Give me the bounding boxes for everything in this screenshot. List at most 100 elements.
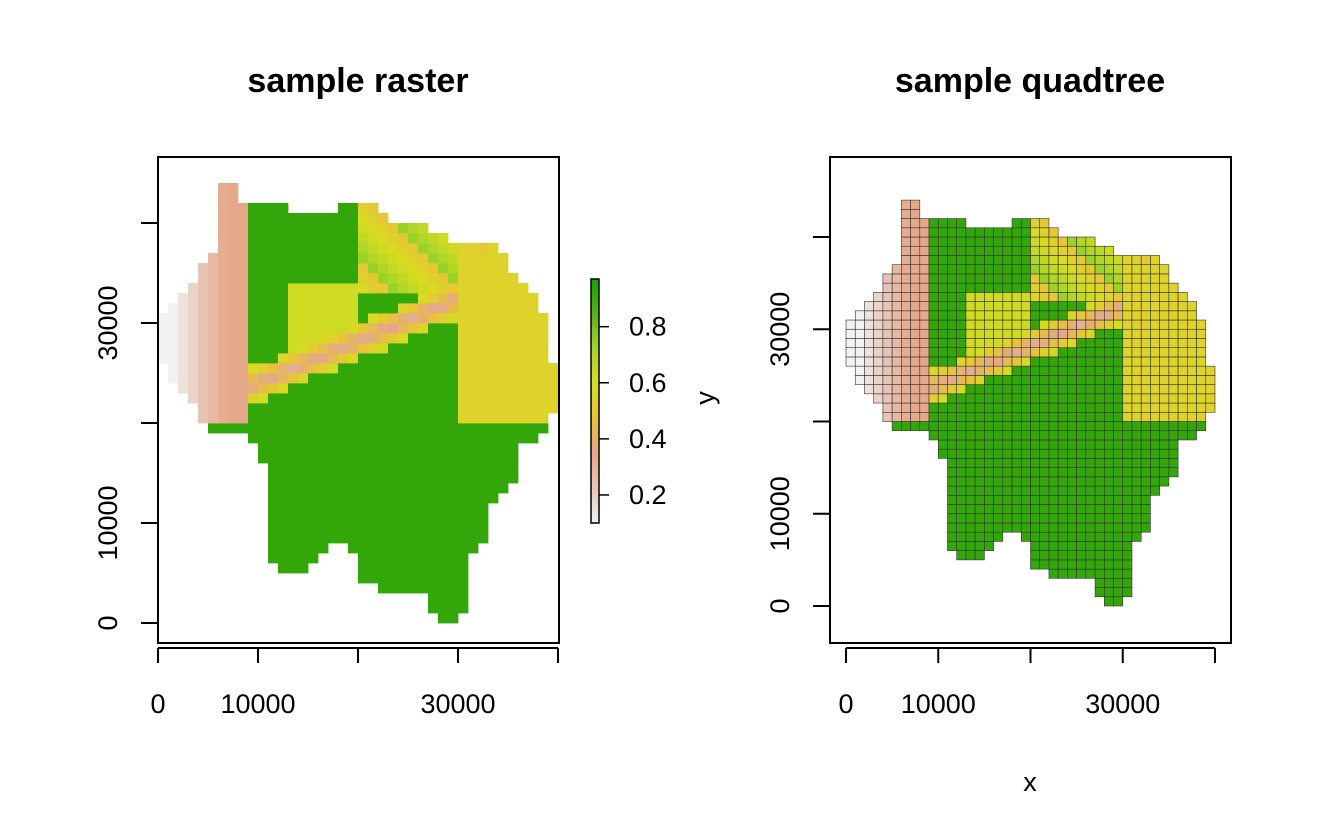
raster-cell: [498, 293, 509, 304]
raster-cell: [408, 403, 419, 414]
quadtree-cell: [974, 439, 985, 450]
raster-cell: [338, 233, 349, 244]
quadtree-cell: [956, 402, 967, 413]
raster-cell: [188, 383, 199, 394]
quadtree-cell: [1122, 356, 1133, 367]
quadtree-cell: [1002, 448, 1013, 459]
raster-cell: [328, 373, 339, 384]
raster-cell: [268, 253, 279, 264]
quadtree-cell: [919, 356, 930, 367]
quadtree-cell: [873, 328, 884, 339]
quadtree-cell: [1067, 504, 1077, 515]
raster-cell: [278, 303, 289, 314]
raster-cell: [408, 483, 419, 494]
raster-cell: [478, 513, 489, 524]
quadtree-cell: [1011, 319, 1022, 330]
quadtree-cell: [1067, 273, 1077, 284]
quadtree-cell: [1187, 328, 1197, 339]
quadtree-cell: [984, 439, 994, 450]
quadtree-cell: [1094, 365, 1105, 376]
quadtree-cell: [1159, 393, 1170, 404]
quadtree-cell: [1085, 541, 1096, 551]
quadtree-cell: [1085, 347, 1096, 358]
raster-cell: [288, 323, 299, 334]
raster-cell: [278, 363, 289, 374]
raster-cell: [168, 333, 179, 344]
quadtree-cell: [1002, 411, 1013, 422]
raster-cell: [348, 473, 359, 484]
raster-cell: [428, 593, 439, 604]
raster-cell: [438, 423, 449, 434]
quadtree-cell: [1076, 255, 1087, 265]
raster-cell: [338, 423, 349, 434]
quadtree-cell: [1085, 439, 1096, 450]
raster-cell: [428, 483, 439, 494]
colorbar-swatch: [591, 462, 599, 467]
quadtree-cell: [1067, 531, 1077, 542]
raster-cell: [538, 403, 549, 414]
quadtree-cell: [993, 485, 1004, 496]
quadtree-cell: [1039, 541, 1050, 551]
quadtree-cell: [1067, 292, 1077, 302]
raster-cell: [408, 523, 419, 534]
quadtree-cell: [910, 421, 921, 432]
quadtree-cell: [901, 365, 911, 376]
raster-cell: [378, 483, 389, 494]
quadtree-cell: [901, 319, 911, 330]
quadtree-cell: [1048, 338, 1059, 349]
raster-cell: [188, 363, 199, 374]
raster-cell: [278, 203, 289, 214]
raster-cell: [348, 313, 359, 324]
quadtree-cell: [1002, 467, 1013, 478]
quadtree-cell: [1011, 411, 1022, 422]
raster-cell: [368, 373, 379, 384]
raster-cell: [278, 223, 289, 234]
raster-cell: [328, 343, 339, 354]
raster-cell: [368, 453, 379, 464]
raster-cell: [518, 363, 529, 374]
quadtree-cell: [1048, 245, 1059, 256]
quadtree-cell: [928, 255, 939, 265]
quadtree-cell: [1122, 522, 1133, 533]
raster-cell: [278, 293, 289, 304]
quadtree-cell: [1039, 531, 1050, 542]
quadtree-cell: [1002, 356, 1013, 367]
raster-cell: [458, 523, 469, 534]
raster-cell: [518, 393, 529, 404]
raster-cell: [368, 503, 379, 514]
raster-cell: [398, 333, 409, 344]
raster-cell: [298, 253, 309, 264]
quadtree-cell: [1104, 541, 1114, 551]
raster-cell: [368, 543, 379, 554]
raster-cell: [358, 263, 369, 274]
colorbar-swatch: [591, 514, 599, 520]
quadtree-cell: [864, 338, 874, 349]
raster-cell: [288, 553, 299, 564]
raster-cell: [268, 453, 279, 464]
quadtree-cell: [1020, 411, 1031, 422]
quadtree-cell: [1085, 485, 1096, 496]
quadtree-cell: [1030, 393, 1041, 404]
quadtree-cell: [1122, 310, 1133, 321]
quadtree-cell: [1002, 310, 1013, 321]
quadtree-cell: [1104, 578, 1114, 588]
quadtree-cell: [1076, 264, 1087, 275]
raster-cell: [318, 433, 329, 444]
raster-cell: [458, 533, 469, 544]
raster-cell: [388, 233, 399, 244]
raster-cell: [258, 263, 269, 274]
raster-cell: [298, 293, 309, 304]
raster-cell: [308, 363, 319, 374]
raster-cell: [428, 433, 439, 444]
colorbar-swatch: [591, 457, 599, 463]
raster-cell: [518, 433, 529, 444]
raster-cell: [418, 253, 429, 264]
quadtree-cell: [928, 282, 939, 293]
quadtree-cell: [1067, 467, 1077, 478]
quadtree-cell: [947, 513, 958, 524]
raster-cell: [408, 283, 419, 294]
raster-cell: [488, 243, 499, 254]
quadtree-cell: [1113, 282, 1124, 293]
raster-cell: [168, 353, 179, 364]
quadtree-cell: [1011, 365, 1022, 376]
